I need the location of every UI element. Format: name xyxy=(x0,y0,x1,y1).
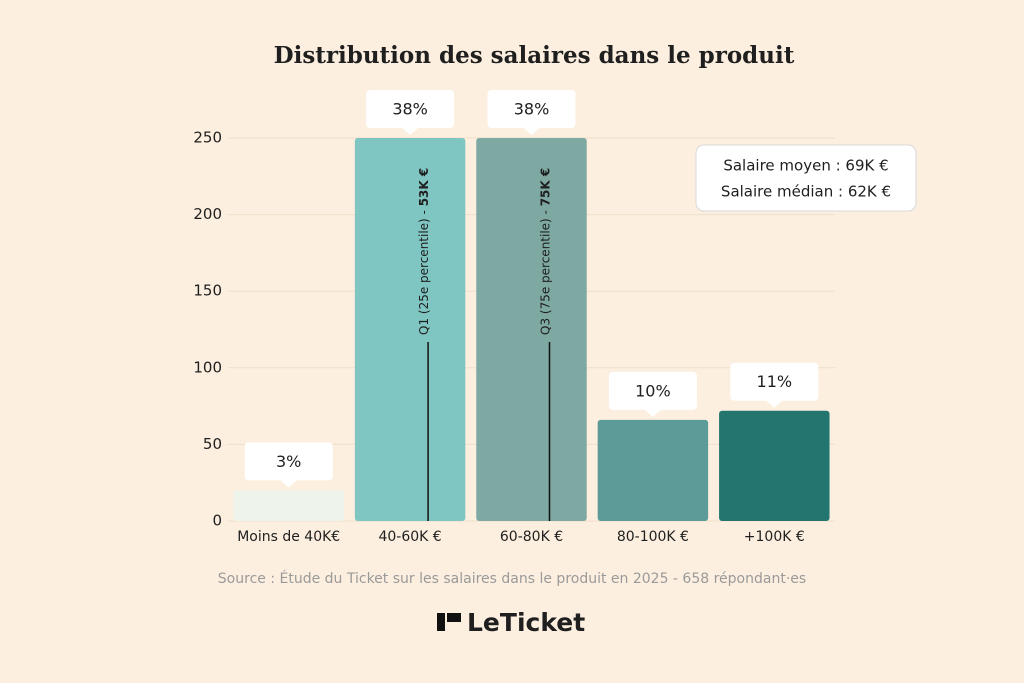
callout-bubble xyxy=(244,442,333,488)
share-callout: 38% xyxy=(487,90,576,135)
info-box-bg xyxy=(695,144,917,212)
x-tick-label: +100K € xyxy=(744,529,805,545)
share-label: 3% xyxy=(276,452,301,471)
x-tick-label: 80-100K € xyxy=(617,529,689,545)
quartile-value: 75K € xyxy=(538,168,552,207)
brand: LeTicket xyxy=(437,608,585,637)
chart-title: Distribution des salaires dans le produi… xyxy=(274,42,795,69)
x-tick-label: Moins de 40K€ xyxy=(237,529,340,545)
y-tick-label: 250 xyxy=(193,129,222,147)
x-tick-label: 60-80K € xyxy=(500,529,563,545)
bar xyxy=(233,490,344,521)
quartile-label: Q3 (75e percentile) - xyxy=(538,206,552,335)
callout-bubble xyxy=(730,362,819,408)
source: Source : Étude du Ticket sur les salaire… xyxy=(218,570,806,587)
y-tick-label: 150 xyxy=(193,282,222,300)
y-tick-label: 100 xyxy=(193,358,222,376)
share-callout: 11% xyxy=(730,362,819,408)
quartile-annotation: Q1 (25e percentile) - 53K € xyxy=(417,168,431,335)
logo-mark xyxy=(447,613,461,622)
callout-bubble xyxy=(487,90,576,135)
quartile-annotation: Q3 (75e percentile) - 75K € xyxy=(538,168,552,335)
share-label: 10% xyxy=(635,381,671,400)
callout-bubble xyxy=(608,371,697,417)
x-tick-label: 40-60K € xyxy=(378,529,441,545)
share-label: 38% xyxy=(392,100,428,119)
share-label: 38% xyxy=(514,100,550,119)
callout-bubble xyxy=(366,90,455,135)
brand-name: LeTicket xyxy=(467,608,585,637)
bar xyxy=(354,138,466,521)
share-callout: 38% xyxy=(366,90,455,135)
y-tick-label: 200 xyxy=(193,205,222,223)
share-callout: 3% xyxy=(244,442,333,488)
bar xyxy=(719,410,830,521)
quartile-value: 53K € xyxy=(417,168,431,207)
bar xyxy=(597,419,709,521)
bar xyxy=(476,138,587,521)
y-tick-label: 0 xyxy=(212,512,222,530)
info-line: Salaire moyen : 69K € xyxy=(723,157,888,175)
info-line: Salaire médian : 62K € xyxy=(721,183,891,201)
share-callout: 10% xyxy=(608,371,697,417)
logo-mark xyxy=(437,613,445,631)
quartile-label: Q1 (25e percentile) - xyxy=(417,206,431,335)
y-tick-label: 50 xyxy=(203,435,222,453)
info-box: Salaire moyen : 69K € Salaire médian : 6… xyxy=(695,144,917,212)
share-label: 11% xyxy=(757,372,793,391)
